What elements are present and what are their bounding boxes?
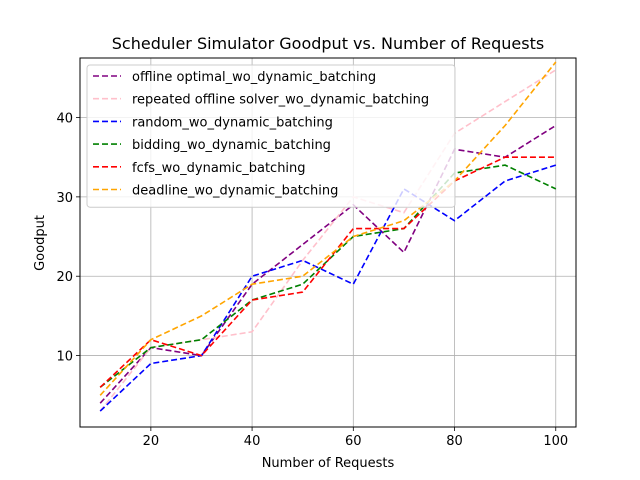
legend-label: offline optimal_wo_dynamic_batching — [132, 70, 376, 85]
y-tick-label: 40 — [56, 112, 73, 127]
plot-area-frame — [79, 57, 577, 428]
legend-label: deadline_wo_dynamic_batching — [132, 184, 338, 199]
series-line-2 — [99, 164, 557, 412]
y-tick-label: 20 — [56, 270, 73, 285]
x-tick-label: 20 — [143, 434, 160, 449]
legend-box — [86, 64, 456, 208]
series-lines — [99, 61, 557, 412]
legend-label: fcfs_wo_dynamic_batching — [132, 161, 306, 176]
y-axis-label: Goodput — [33, 215, 48, 271]
chart-title: Scheduler Simulator Goodput vs. Number o… — [112, 34, 544, 53]
axis-ticks: 20 40 60 80 100 10 20 30 40 — [56, 112, 568, 449]
x-tick-label: 100 — [543, 434, 568, 449]
x-tick-label: 60 — [345, 434, 362, 449]
y-tick-label: 30 — [56, 191, 73, 206]
series-line-4 — [99, 156, 556, 388]
series-line-5 — [99, 61, 557, 396]
legend: offline optimal_wo_dynamic_batchingrepea… — [86, 64, 456, 208]
y-tick-label: 10 — [56, 350, 73, 365]
legend-label: random_wo_dynamic_batching — [132, 115, 333, 130]
x-tick-label: 80 — [446, 434, 463, 449]
series-line-1 — [99, 69, 557, 412]
legend-label: repeated offline solver_wo_dynamic_batch… — [132, 93, 429, 108]
legend-label: bidding_wo_dynamic_batching — [132, 138, 331, 153]
x-axis-label: Number of Requests — [262, 456, 395, 471]
x-tick-label: 40 — [244, 434, 261, 449]
